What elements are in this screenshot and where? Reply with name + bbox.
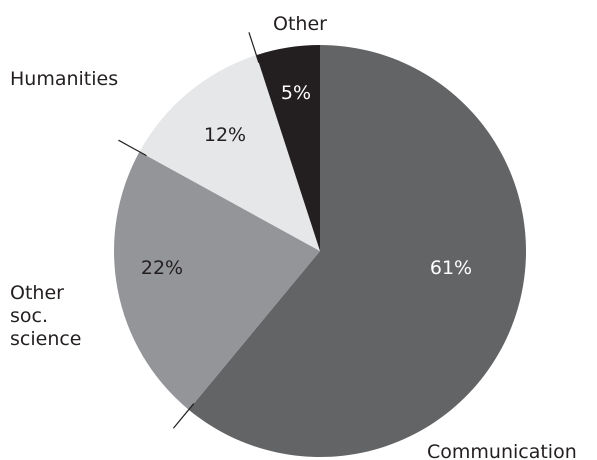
percent-label-other-soc-science: 22%: [141, 257, 183, 279]
percent-label-communication: 61%: [430, 257, 472, 279]
slice-other: [256, 45, 320, 251]
category-label-other: Other: [273, 13, 327, 35]
leader-line-2: [118, 139, 147, 157]
slice-other-soc-science: [113, 151, 320, 410]
category-label-other-soc-science: Other soc. science: [10, 282, 82, 350]
category-label-communication: Communication: [427, 441, 577, 460]
category-labels: Communication Other soc. science Humanities O…: [10, 13, 577, 460]
slice-communication: [188, 45, 527, 457]
leader-line-1: [172, 403, 195, 429]
slice-humanities: [139, 55, 320, 251]
percent-label-humanities: 12%: [204, 124, 246, 146]
pie-slices: [113, 45, 527, 457]
leader-line-3: [248, 32, 260, 63]
percent-labels: 61% 22% 12% 5%: [141, 82, 472, 279]
category-label-humanities: Humanities: [10, 68, 118, 90]
leader-lines: [118, 32, 260, 429]
percent-label-other: 5%: [281, 82, 311, 104]
